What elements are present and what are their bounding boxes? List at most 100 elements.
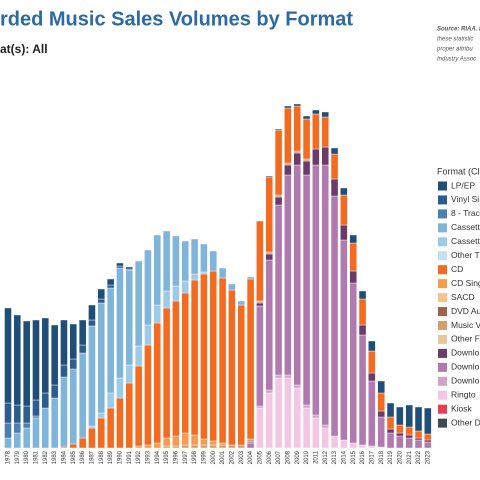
source-note: proper attribu [436,47,473,53]
x-tick-label: 1993 [146,450,152,464]
x-tick-label: 2002 [229,450,235,464]
bar-segment [162,307,171,439]
x-tick-label: 1991 [127,450,133,464]
source-note: these statistic [437,37,473,43]
x-tick-label: 1989 [108,450,114,464]
legend-label[interactable]: SACD [451,292,475,302]
legend-swatch[interactable] [438,181,447,191]
legend-label[interactable]: Music V [451,320,480,330]
bar-segment [172,300,180,437]
x-tick-label: 2004 [248,450,254,464]
bar-segment [125,364,133,384]
bar-segment [32,417,40,449]
bar-segment [284,374,292,379]
legend-label[interactable]: Downlo [451,348,480,358]
x-tick-label: 2019 [388,450,394,464]
bar-segment [274,128,283,131]
legend-swatch[interactable] [438,251,447,261]
legend-label[interactable]: Downlo [451,362,480,372]
legend-label[interactable]: Ringto [451,390,476,400]
bar-segment [293,384,301,389]
legend-swatch[interactable] [438,404,447,414]
bar-segment [153,304,161,324]
legend-swatch[interactable] [438,390,447,400]
legend-swatch[interactable] [438,237,447,247]
legend-swatch[interactable] [438,321,447,330]
x-tick-label: 1982 [43,450,49,464]
legend-label[interactable]: Other D [451,417,480,427]
bar-segment [181,432,189,446]
bar-segment [22,320,31,407]
x-tick-label: 1984 [62,450,68,464]
bar-segment [134,365,143,447]
bar-segment [321,424,329,429]
bar-segment [284,164,292,176]
bar-segment [321,111,329,118]
x-tick-label: 1983 [52,450,58,464]
legend-swatch[interactable] [438,195,447,205]
x-tick-label: 1987 [90,450,96,464]
bar-segment [386,428,395,434]
bar-segment [116,265,124,269]
legend-label[interactable]: Kiosk [451,403,473,413]
legend-label[interactable]: Other T [451,250,480,260]
bar-segment [246,442,255,449]
legend-swatch[interactable] [438,209,447,219]
x-tick-label: 2018 [379,450,385,464]
bar-segment [78,437,87,449]
legend-label[interactable]: CD Sing [451,278,480,288]
bar-segment [368,372,376,382]
bar-segment [405,437,413,449]
legend-swatch[interactable] [438,376,447,386]
legend-swatch[interactable] [438,293,447,303]
x-tick-label: 1992 [136,450,142,464]
bar-segment [50,324,59,386]
legend-label[interactable]: Downlo [451,376,480,386]
bar-segment [377,416,385,448]
x-tick-label: 1985 [71,450,77,464]
bar-segment [106,407,115,449]
x-tick-label: 1988 [99,450,105,464]
bar-segment [274,196,283,206]
bar-segment [396,424,404,434]
legend-swatch[interactable] [438,279,447,289]
bar-segment [256,405,264,409]
legend-swatch[interactable] [438,362,447,372]
legend-label[interactable]: Cassett [451,222,480,232]
bar-segment [302,174,311,406]
bar-segment [209,270,217,442]
x-tick-label: 2010 [304,450,310,464]
bar-segment [265,176,273,253]
bar-segment [4,307,12,404]
bar-segment [181,240,189,282]
bar-segment [181,444,189,449]
bar-segment [405,434,413,439]
legend-label[interactable]: DVD Au [451,306,480,316]
bar-segment [200,271,208,275]
legend-label[interactable]: 8 - Trac [451,208,480,218]
bar-segment [41,407,50,449]
legend-label[interactable]: Other F [451,334,480,344]
bar-segment [265,253,273,261]
legend-swatch[interactable] [438,265,447,275]
bar-segment [32,319,40,401]
chart-title: rded Music Sales Volumes by Format [0,8,353,30]
legend-label[interactable]: Cassett [451,236,480,246]
bar-segment [340,194,348,226]
legend-swatch[interactable] [438,334,447,344]
legend-swatch[interactable] [438,223,447,233]
bar-segment [246,276,255,280]
x-tick-label: 1986 [80,450,86,464]
legend-swatch[interactable] [438,348,447,358]
legend-swatch[interactable] [438,307,447,317]
bar-segment [237,304,245,446]
legend-label[interactable]: LP/EP [451,180,475,190]
bar-segment [116,397,124,449]
bar-segment [106,278,115,286]
bar-segment [144,344,152,446]
bar-segment [13,422,22,434]
legend-label[interactable]: CD [451,264,463,274]
legend-label[interactable]: Vinyl Si [451,194,479,204]
bar-segment [246,278,255,440]
legend-swatch[interactable] [438,418,447,428]
